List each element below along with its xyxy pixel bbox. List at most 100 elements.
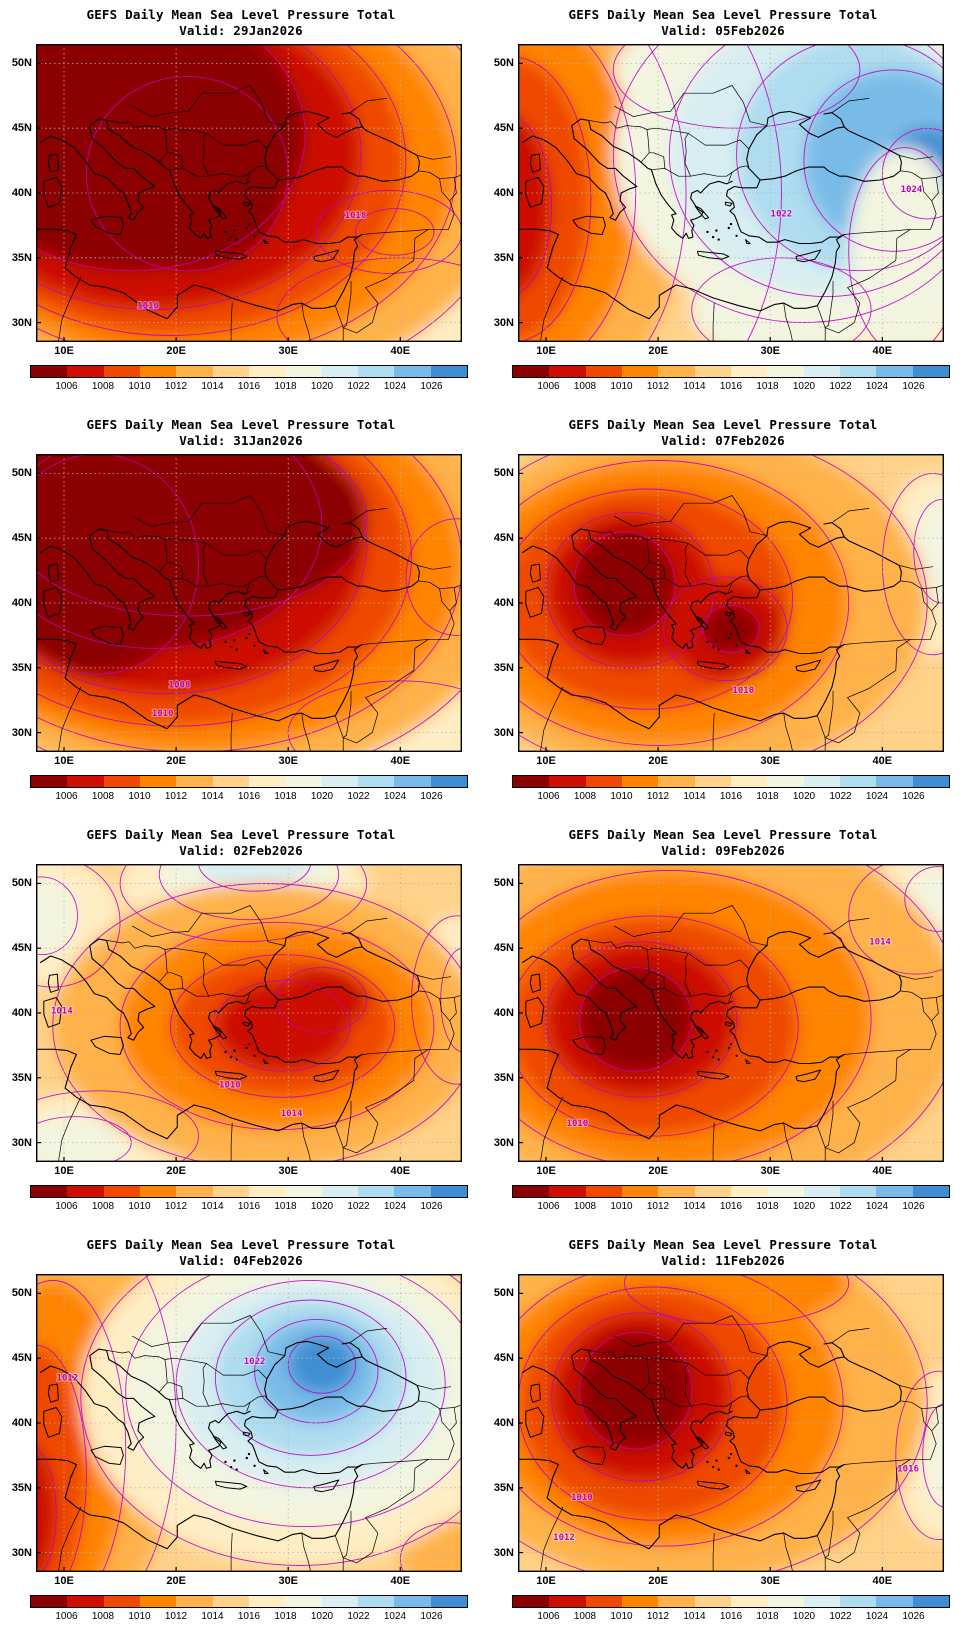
colorbar-cell (876, 366, 913, 377)
colorbar-cell (694, 776, 731, 787)
panel-title: GEFS Daily Mean Sea Level Pressure Total (568, 827, 878, 842)
lat-tick-label: 35N (11, 1481, 32, 1494)
graticule (36, 864, 462, 1162)
contour-labels: 1008 1010 (151, 680, 191, 721)
map-area: 1018 1010 50N 45N 40N 35N 30N 10E 20E 30E 40E 10… (0, 44, 482, 396)
colorbar-cell (139, 776, 177, 787)
colorbar-cell (139, 1186, 177, 1197)
colorbar-tick-label: 1016 (237, 1201, 261, 1212)
colorbar-tick-label: 1026 (902, 791, 925, 802)
colorbar-cell (585, 1186, 622, 1197)
colorbar-tick-label: 1008 (573, 1201, 597, 1212)
lat-tick-label: 40N (493, 1417, 514, 1429)
colorbar-tick-label: 1024 (865, 381, 889, 392)
contour-label: 1014 (51, 1006, 73, 1016)
colorbar-tick-label: 1012 (164, 1611, 188, 1622)
colorbar-cell (730, 366, 768, 377)
colorbar-tick-label: 1024 (865, 1201, 889, 1212)
forecast-panel: GEFS Daily Mean Sea Level Pressure Total… (482, 410, 964, 820)
pressure-field (518, 454, 944, 752)
colorbar-tick-label: 1006 (537, 1201, 560, 1212)
colorbar-tick-label: 1010 (128, 381, 151, 392)
lon-tick-label: 10E (54, 1575, 74, 1587)
colorbar-tick-label: 1008 (91, 381, 115, 392)
map-frame (518, 1274, 944, 1572)
colorbar-cell (248, 1596, 286, 1607)
colorbar-cell (694, 366, 731, 377)
colorbar-cell (876, 776, 913, 787)
map-frame (36, 44, 462, 342)
contour-label: 1016 (897, 1464, 919, 1474)
colorbar (30, 365, 468, 378)
panel-valid-date: Valid: 07Feb2026 (661, 433, 785, 448)
lat-tick-label: 35N (11, 1071, 32, 1084)
contour-labels: 1022 1024 (770, 184, 924, 221)
colorbar-cell (430, 1186, 467, 1197)
colorbar-cell (912, 1186, 949, 1197)
lat-tick-label: 50N (493, 467, 514, 480)
pressure-map: 1014 1010 (518, 864, 944, 1162)
colorbar-tick-label: 1018 (274, 381, 297, 392)
colorbar-cell (730, 1596, 768, 1607)
contour-label: 1022 (244, 1357, 266, 1367)
colorbar-cell (730, 776, 768, 787)
contour-label: 1014 (869, 938, 891, 948)
colorbar-cell (585, 366, 622, 377)
colorbar-tick-label: 1026 (902, 1611, 925, 1622)
colorbar-cell (394, 366, 431, 377)
contour-label: 1024 (901, 185, 923, 195)
colorbar-cell (103, 366, 140, 377)
lat-tick-label: 35N (493, 1071, 514, 1084)
colorbar-tick-label: 1026 (420, 1611, 443, 1622)
panel-title: GEFS Daily Mean Sea Level Pressure Total (568, 1237, 878, 1252)
colorbar-cell (357, 1596, 395, 1607)
colorbar-tick-label: 1026 (902, 1201, 925, 1212)
lon-tick-label: 20E (166, 345, 186, 357)
lat-tick-label: 40N (493, 187, 514, 199)
colorbar-cell (876, 1596, 913, 1607)
lon-tick-label: 40E (872, 755, 893, 767)
graticule (518, 864, 944, 1162)
lon-tick-label: 20E (166, 755, 186, 767)
lat-tick-label: 45N (493, 1352, 514, 1365)
lat-tick-label: 40N (11, 597, 32, 609)
lon-tick-label: 40E (872, 1165, 893, 1177)
map-frame (518, 864, 944, 1162)
colorbar-tick-label: 1022 (347, 791, 370, 802)
panel-valid-date: Valid: 02Feb2026 (179, 843, 303, 858)
lat-tick-label: 50N (493, 1287, 514, 1300)
colorbar-cell (658, 776, 695, 787)
contour-label: 1012 (553, 1533, 575, 1543)
map-frame (518, 454, 944, 752)
lat-tick-label: 30N (493, 316, 514, 329)
colorbar-tick-label: 1024 (383, 791, 407, 802)
forecast-panel: GEFS Daily Mean Sea Level Pressure Total… (0, 0, 482, 410)
lat-tick-label: 30N (493, 726, 514, 739)
colorbar-tick-label: 1006 (537, 381, 560, 392)
graticule (36, 454, 462, 752)
contour-labels: 1014 1010 1014 (50, 1005, 304, 1119)
colorbar-cell (212, 776, 249, 787)
panel-valid-date: Valid: 31Jan2026 (179, 433, 303, 448)
contour-lines (518, 864, 944, 1162)
panel-title: GEFS Daily Mean Sea Level Pressure Total (86, 417, 396, 432)
colorbar-tick-label: 1006 (55, 381, 78, 392)
colorbar-cell (357, 776, 395, 787)
panel-valid-date: Valid: 29Jan2026 (179, 23, 303, 38)
lat-tick-label: 50N (11, 467, 32, 480)
contour-label: 1022 (771, 210, 793, 220)
colorbar-tick-label: 1024 (383, 381, 407, 392)
colorbar-tick-label: 1024 (383, 1611, 407, 1622)
colorbar-cell (513, 366, 550, 377)
lon-tick-label: 40E (872, 345, 893, 357)
colorbar-tick-label: 1008 (573, 1611, 597, 1622)
map-area: 1014 1010 50N 45N 40N 35N 30N 10E 20E 30E 40E 10… (482, 864, 964, 1216)
colorbar-tick-label: 1008 (91, 791, 115, 802)
map-area: 1014 1010 1014 50N 45N 40N 35N 30N 10E 20E 30E 40… (0, 864, 482, 1216)
colorbar-cell (803, 1596, 840, 1607)
colorbar-tick-label: 1020 (792, 1611, 816, 1622)
colorbar-cell (803, 1186, 840, 1197)
colorbar-tick-label: 1006 (537, 791, 560, 802)
colorbar-cell (67, 776, 104, 787)
colorbar-tick-label: 1026 (420, 381, 443, 392)
